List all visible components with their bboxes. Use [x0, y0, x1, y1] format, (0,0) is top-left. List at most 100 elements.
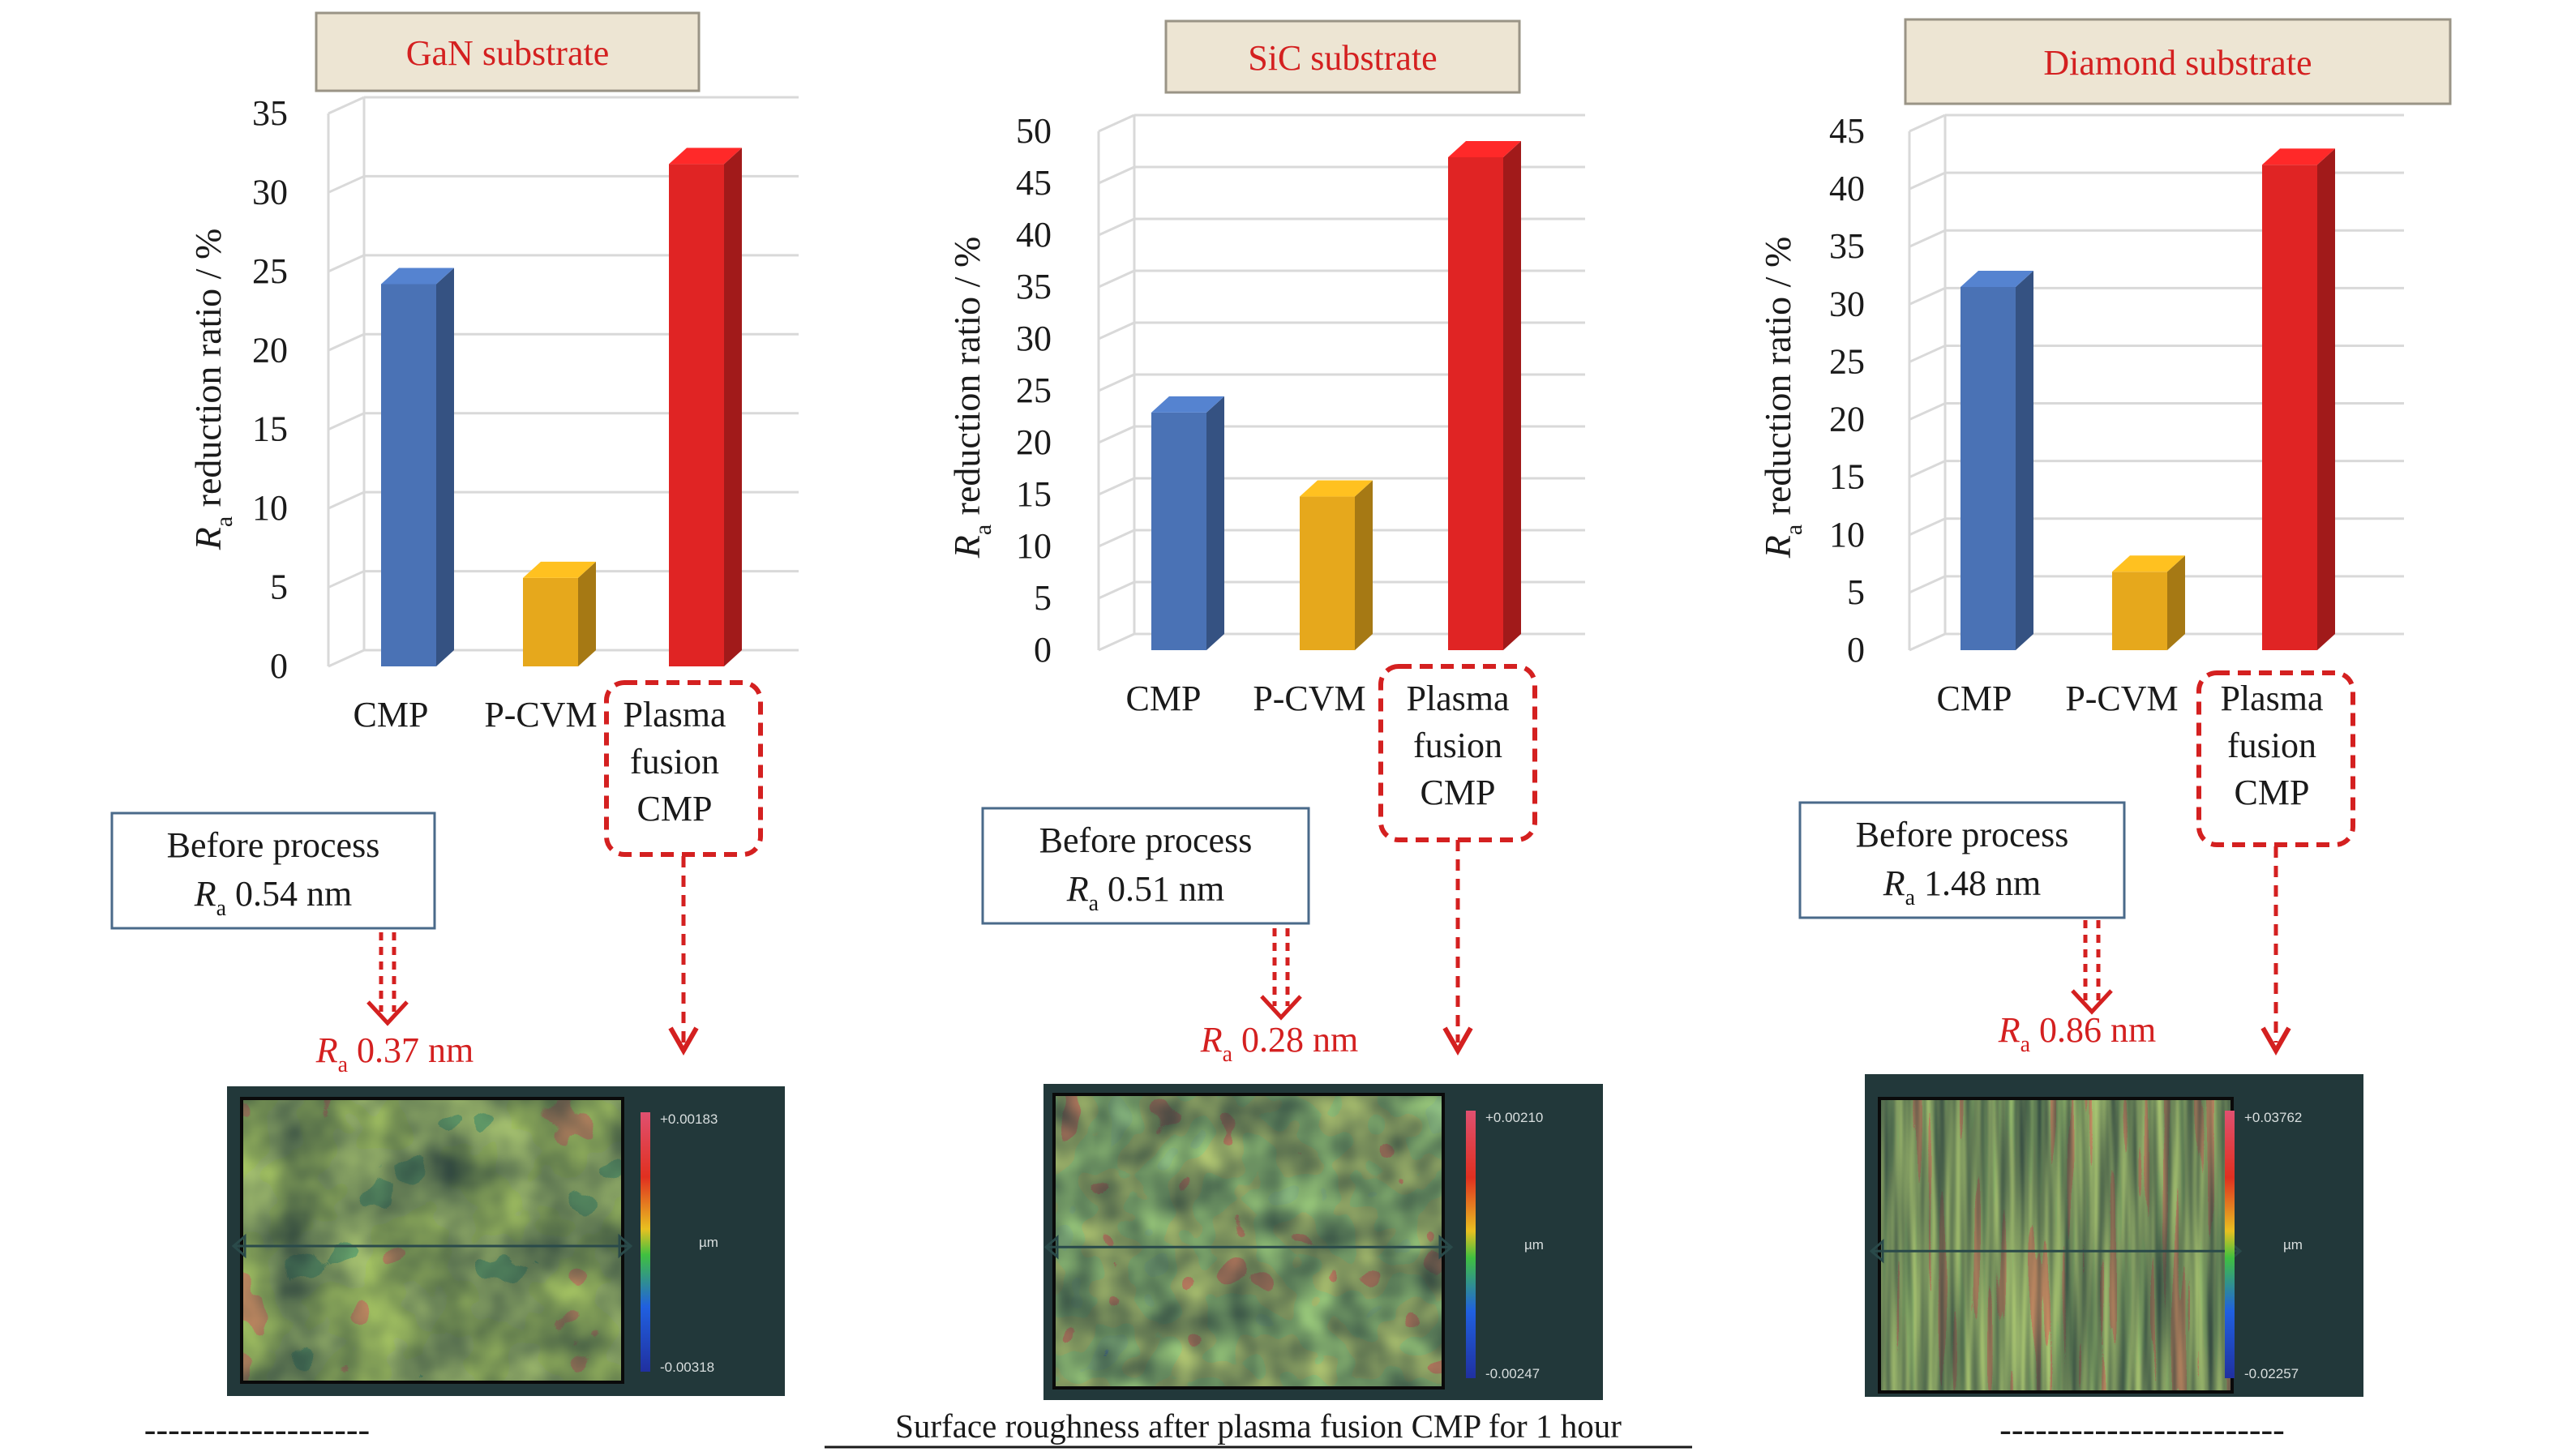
chart-title: Diamond substrate	[2043, 43, 2312, 83]
bar-top-2	[523, 561, 596, 578]
y-tick-label: 25	[1016, 370, 1052, 410]
before-box	[1798, 801, 2126, 919]
y-label-text: reduction ratio / %	[946, 237, 988, 525]
gridline-diag	[328, 412, 365, 431]
gridline-diag	[1909, 517, 1946, 537]
y-tick-label: 20	[1829, 400, 1865, 439]
scale-max: +0.00210	[1485, 1110, 1543, 1125]
bar-side-3	[2317, 148, 2335, 650]
before-value: Ra 1.48 nm	[1883, 863, 2042, 910]
before-sub: a	[216, 896, 227, 921]
arrow-head	[2260, 1026, 2291, 1056]
y-tick-label: 10	[1829, 515, 1865, 555]
gridline-diag	[1098, 529, 1135, 548]
y-tick-label: 25	[1829, 341, 1865, 381]
gridline-diag	[1098, 165, 1135, 185]
bar-3	[2262, 165, 2317, 650]
y-tick-label: 10	[1016, 526, 1052, 566]
category-label: P-CVM	[2065, 679, 2178, 718]
y-tick-label: 45	[1016, 163, 1052, 203]
highlight-box	[2196, 670, 2355, 847]
gridline-diag	[328, 570, 365, 589]
after-value: Ra 0.86 nm	[1998, 1010, 2157, 1057]
y-label-r: R	[1757, 535, 1798, 559]
gridline-diag	[1098, 632, 1135, 652]
bottom-caption: ------------------------	[1999, 1410, 2285, 1450]
color-scale-bar	[641, 1112, 650, 1372]
gridline-diag	[328, 175, 365, 194]
y-tick-label: 30	[1829, 284, 1865, 323]
after-r: R	[1200, 1020, 1223, 1060]
scale-unit: µm	[1524, 1237, 1544, 1253]
before-label: Before process	[1856, 815, 2069, 854]
before-r: R	[194, 874, 216, 914]
category-label: Plasma	[2220, 679, 2323, 718]
gridline-diag	[1098, 477, 1135, 496]
bar-top-3	[2262, 148, 2335, 165]
bar-1	[1960, 287, 2016, 650]
category-label: CMP	[354, 695, 429, 734]
before-r: R	[1883, 863, 1905, 903]
bar-side-3	[1503, 141, 1521, 650]
chart-panel-3: 0 5 10 15 20 25 30 35 40 45 Ra reduction ratio / %…	[1757, 18, 2452, 1450]
gridline-diag	[1909, 286, 1946, 306]
bar-top-1	[381, 268, 454, 285]
bar-2	[523, 577, 578, 666]
category-label: CMP	[1126, 679, 1202, 718]
before-num: 0.54 nm	[226, 874, 352, 914]
gridline-diag	[1098, 580, 1135, 600]
title-box	[1904, 18, 2452, 105]
before-label: Before process	[1039, 820, 1253, 860]
after-sub: a	[2020, 1032, 2031, 1057]
after-sub: a	[338, 1052, 349, 1077]
before-label: Before process	[167, 825, 380, 865]
category-label: Plasma	[1406, 679, 1509, 718]
y-tick-label: 5	[1034, 578, 1052, 618]
chart-title: SiC substrate	[1248, 38, 1437, 78]
before-num: 0.51 nm	[1099, 869, 1224, 909]
y-tick-label: 25	[252, 251, 288, 291]
y-tick-label: 20	[1016, 422, 1052, 462]
after-value: Ra 0.37 nm	[315, 1030, 474, 1077]
scale-min: -0.02257	[2244, 1366, 2299, 1381]
y-tick-label: 45	[1829, 111, 1865, 151]
y-axis-label: Ra reduction ratio / %	[1757, 237, 1807, 559]
after-num: 0.37 nm	[348, 1030, 474, 1070]
y-label-text: reduction ratio / %	[187, 229, 229, 516]
bar-top-2	[2112, 555, 2185, 572]
category-label: P-CVM	[1253, 679, 1365, 718]
bar-side-2	[1355, 480, 1373, 650]
bar-side-2	[2167, 555, 2185, 650]
double-arrow-head	[1260, 995, 1302, 1021]
y-label-sub: a	[970, 525, 996, 535]
gridline-diag	[1098, 113, 1135, 133]
chart-panel-2: 0 5 10 15 20 25 30 35 40 45 50 Ra reduction ratio /…	[825, 19, 1692, 1449]
gridline-diag	[328, 332, 365, 352]
y-tick-label: 0	[270, 646, 288, 686]
scale-min: -0.00247	[1485, 1366, 1540, 1381]
before-num: 1.48 nm	[1915, 863, 2041, 903]
gridline-diag	[1098, 269, 1135, 289]
gridline-diag	[1909, 460, 1946, 479]
scale-max: +0.03762	[2244, 1110, 2302, 1125]
bar-top-1	[1151, 396, 1224, 413]
after-r: R	[1998, 1010, 2020, 1050]
profile-marker-left	[1869, 1238, 1884, 1264]
gridline-diag	[1909, 632, 1946, 652]
double-arrow-head	[2071, 989, 2113, 1015]
after-r: R	[315, 1030, 338, 1070]
gridline-diag	[1909, 171, 1946, 191]
category-label: fusion	[1413, 726, 1502, 765]
after-num: 0.28 nm	[1232, 1020, 1358, 1060]
gridline-diag	[1098, 425, 1135, 444]
y-label-r: R	[187, 527, 229, 550]
after-sub: a	[1223, 1042, 1233, 1067]
gridline-diag	[1909, 229, 1946, 248]
y-label-text: reduction ratio / %	[1757, 237, 1798, 525]
y-tick-label: 30	[252, 172, 288, 212]
y-tick-label: 5	[1847, 572, 1865, 612]
y-tick-label: 40	[1016, 215, 1052, 255]
before-r: R	[1066, 869, 1089, 909]
bottom-caption: Surface roughness after plasma fusion CM…	[895, 1407, 1622, 1445]
